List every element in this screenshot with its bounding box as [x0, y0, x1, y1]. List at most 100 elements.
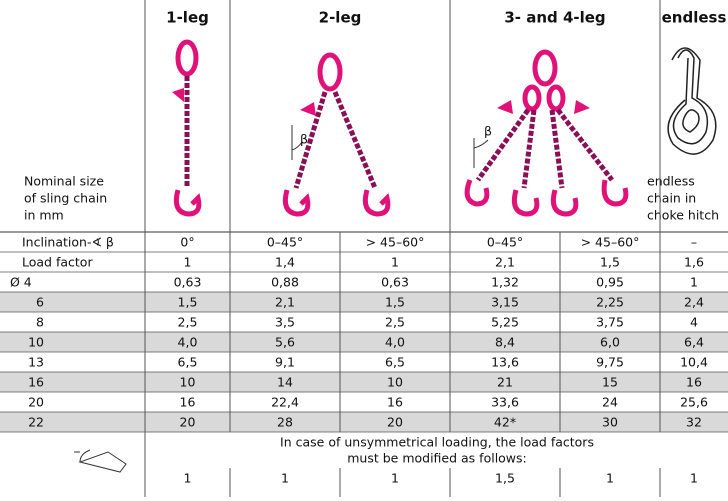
cell: 33,6 [491, 395, 519, 410]
row-shade [0, 412, 728, 432]
cell: 3,75 [596, 315, 624, 330]
cell: 30 [602, 415, 618, 430]
cell: 3,5 [275, 315, 295, 330]
cell: 1,5 [495, 471, 515, 486]
note: In case of unsymmetrical loading, the lo… [280, 435, 594, 450]
beta: β [300, 132, 308, 147]
illustration-3-leg [464, 49, 629, 217]
illustration-2-leg [282, 52, 391, 217]
row-label: 6 [36, 295, 44, 310]
cell: 21 [497, 375, 513, 390]
cell: > 45–60° [581, 235, 640, 250]
label: in mm [24, 208, 64, 223]
cell: 1,5 [178, 295, 198, 310]
cell: 0,63 [381, 275, 409, 290]
row-label: Ø 4 [10, 275, 32, 290]
row-label: 8 [36, 315, 44, 330]
row-label: 22 [28, 415, 44, 430]
cell: 1,5 [600, 255, 620, 270]
cell: 1,4 [275, 255, 295, 270]
illustration-1-leg [172, 39, 202, 217]
cell: 0,63 [174, 275, 202, 290]
cell: 28 [277, 415, 293, 430]
unsymmetrical-icon [74, 449, 127, 473]
label: of sling chain [24, 191, 107, 206]
cell: > 45–60° [366, 235, 425, 250]
cell: 2,1 [495, 255, 515, 270]
cell: 10 [180, 375, 196, 390]
cell: 25,6 [680, 395, 708, 410]
column-header: endless [662, 9, 727, 27]
cell: 20 [180, 415, 196, 430]
cell: 8,4 [495, 335, 515, 350]
cell: 0–45° [267, 235, 303, 250]
row-shade [0, 372, 728, 392]
cell: 6,4 [684, 335, 704, 350]
cell: 1 [606, 471, 614, 486]
label: endless [647, 174, 695, 189]
cell: 42* [494, 415, 516, 430]
cell: 14 [277, 375, 293, 390]
cell: 6,5 [178, 355, 198, 370]
cell: 4 [690, 315, 698, 330]
cell: – [691, 235, 697, 250]
cell: 10,4 [680, 355, 708, 370]
row-label: Inclination-∢ β [22, 235, 114, 250]
cell: 1,6 [684, 255, 704, 270]
column-header: 1-leg [166, 9, 209, 27]
cell: 13,6 [491, 355, 519, 370]
cell: 16 [387, 395, 403, 410]
cell: 6,0 [600, 335, 620, 350]
cell: 24 [602, 395, 618, 410]
cell: 2,4 [684, 295, 704, 310]
cell: 4,0 [178, 335, 198, 350]
cell: 0–45° [487, 235, 523, 250]
cell: 5,25 [491, 315, 519, 330]
cell: 1 [281, 471, 289, 486]
cell: 22,4 [271, 395, 299, 410]
cell: 2,25 [596, 295, 624, 310]
cell: 15 [602, 375, 618, 390]
cell: 9,75 [596, 355, 624, 370]
cell: 16 [686, 375, 702, 390]
cell: 1,32 [491, 275, 519, 290]
beta: β [484, 124, 492, 139]
cell: 0,88 [271, 275, 299, 290]
illustration-endless [667, 47, 717, 155]
cell: 1 [690, 471, 698, 486]
label: Nominal size [24, 174, 104, 189]
row-shade [0, 332, 728, 352]
cell: 0,95 [596, 275, 624, 290]
cell: 4,0 [385, 335, 405, 350]
cell: 6,5 [385, 355, 405, 370]
cell: 9,1 [275, 355, 295, 370]
cell: 2,1 [275, 295, 295, 310]
note: must be modified as follows: [347, 451, 527, 466]
row-shade [0, 292, 728, 312]
cell: 1 [690, 275, 698, 290]
column-header: 2-leg [319, 9, 362, 27]
cell: 0° [180, 235, 194, 250]
column-header: 3- and 4-leg [504, 9, 605, 27]
label: chain in [647, 191, 696, 206]
cell: 2,5 [178, 315, 198, 330]
row-label: 20 [28, 395, 44, 410]
cell: 1 [391, 255, 399, 270]
cell: 1 [391, 471, 399, 486]
cell: 5,6 [275, 335, 295, 350]
cell: 3,15 [491, 295, 519, 310]
label: choke hitch [647, 208, 719, 223]
cell: 1,5 [385, 295, 405, 310]
row-label: 10 [28, 335, 44, 350]
row-label: Load factor [22, 255, 93, 270]
row-label: 13 [28, 355, 44, 370]
cell: 32 [686, 415, 702, 430]
cell: 1 [184, 471, 192, 486]
row-label: 16 [28, 375, 44, 390]
cell: 16 [180, 395, 196, 410]
cell: 20 [387, 415, 403, 430]
cell: 10 [387, 375, 403, 390]
cell: 2,5 [385, 315, 405, 330]
cell: 1 [184, 255, 192, 270]
